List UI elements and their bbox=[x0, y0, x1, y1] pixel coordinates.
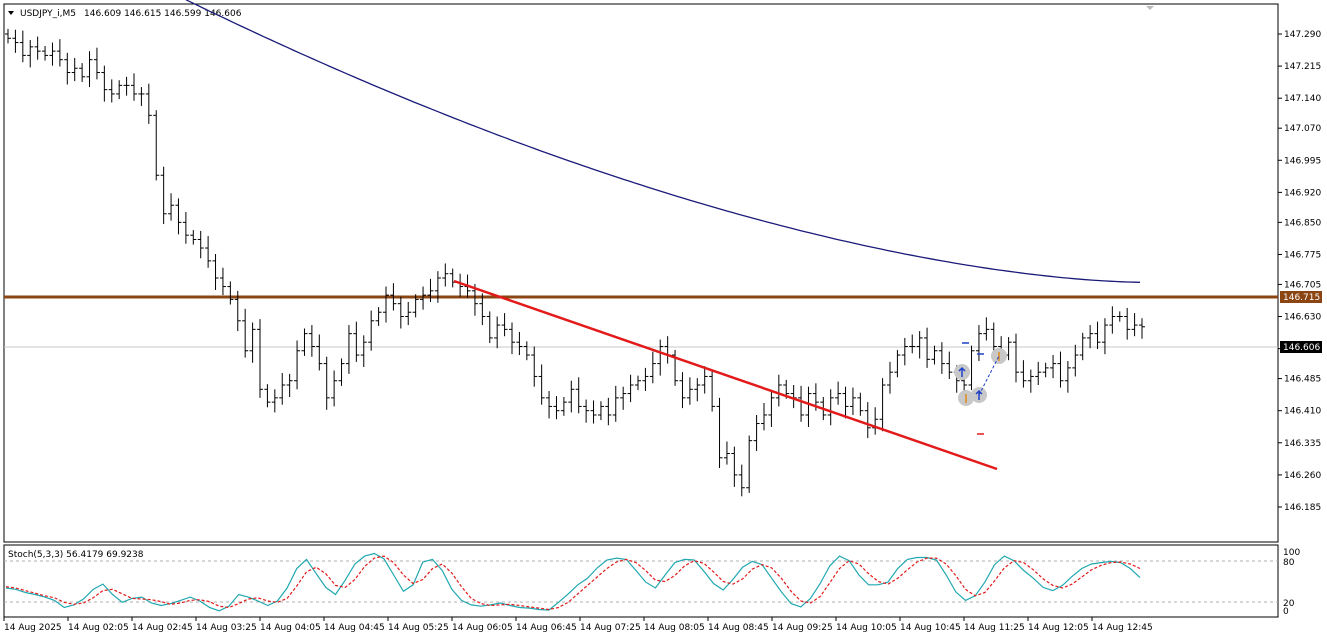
ohlc-label: 146.609 146.615 146.599 146.606 bbox=[84, 9, 242, 19]
time-tick-label: 14 Aug 12:05 bbox=[1028, 623, 1089, 633]
time-tick-label: 14 Aug 10:45 bbox=[900, 623, 961, 633]
price-tick-label: 146.630 bbox=[1284, 313, 1321, 323]
stoch-main-line bbox=[5, 552, 1141, 612]
stoch-panel-frame bbox=[3, 544, 1279, 618]
time-tick-label: 14 Aug 05:25 bbox=[388, 623, 449, 633]
price-tick-label: 147.215 bbox=[1284, 62, 1321, 72]
time-tick-label: 14 Aug 11:25 bbox=[964, 623, 1025, 633]
time-tick-label: 14 Aug 02:05 bbox=[68, 623, 129, 633]
last-price-tag bbox=[1280, 341, 1322, 353]
time-tick-label: 14 Aug 08:45 bbox=[708, 623, 769, 633]
stoch-lines bbox=[5, 552, 1141, 612]
trade-link-line bbox=[978, 355, 1000, 396]
time-tick-label: 14 Aug 06:05 bbox=[452, 623, 513, 633]
last-price-label: 146.606 bbox=[1283, 343, 1320, 353]
time-tick-label: 14 Aug 09:25 bbox=[772, 623, 833, 633]
price-tick-label: 147.140 bbox=[1284, 94, 1321, 104]
moving-average-line bbox=[185, 0, 1141, 283]
buy-arrow-icon bbox=[958, 366, 966, 377]
price-axis: 147.290 147.215 147.140 147.070 146.995 146.9… bbox=[1278, 30, 1321, 513]
time-tick-label: 14 Aug 07:25 bbox=[580, 623, 641, 633]
time-tick-label: 14 Aug 2025 bbox=[4, 623, 62, 633]
moving-average bbox=[185, 0, 1141, 283]
level-price-label: 146.715 bbox=[1283, 293, 1320, 303]
price-tick-label: 147.290 bbox=[1284, 30, 1321, 40]
stoch-axis-100: 100 bbox=[1283, 548, 1300, 558]
price-tick-label: 146.185 bbox=[1284, 503, 1321, 513]
price-tick-label: 146.705 bbox=[1284, 280, 1321, 290]
level-price-tag bbox=[1280, 291, 1322, 303]
price-tick-label: 146.410 bbox=[1284, 407, 1321, 417]
time-tick-label: 14 Aug 12:45 bbox=[1092, 623, 1153, 633]
stoch-axis-20: 20 bbox=[1283, 599, 1295, 609]
symbol-dropdown-icon[interactable] bbox=[8, 11, 14, 15]
time-tick-label: 14 Aug 02:45 bbox=[132, 623, 193, 633]
price-tick-label: 146.485 bbox=[1284, 375, 1321, 385]
time-tick-label: 14 Aug 03:25 bbox=[196, 623, 257, 633]
stoch-axis-0: 0 bbox=[1283, 607, 1289, 617]
price-tick-label: 146.920 bbox=[1284, 188, 1321, 198]
time-tick-label: 14 Aug 06:45 bbox=[516, 623, 577, 633]
chart-scroll-marker-icon bbox=[1146, 6, 1154, 10]
time-axis: 14 Aug 2025 14 Aug 02:05 14 Aug 02:45 14 Au… bbox=[3, 617, 1153, 633]
time-tick-label: 14 Aug 04:05 bbox=[260, 623, 321, 633]
stoch-title: Stoch(5,3,3) 56.4179 69.9238 bbox=[8, 550, 144, 560]
main-chart-frame bbox=[3, 3, 1279, 543]
price-bars bbox=[5, 28, 1145, 497]
stoch-signal-line bbox=[5, 555, 1141, 611]
price-tick-label: 146.775 bbox=[1284, 250, 1321, 260]
symbol-label: USDJPY_i,M5 bbox=[20, 9, 76, 19]
price-tick-label: 146.850 bbox=[1284, 218, 1321, 228]
time-tick-label: 14 Aug 10:05 bbox=[836, 623, 897, 633]
stoch-axis-80: 80 bbox=[1283, 558, 1295, 568]
price-tick-label: 146.260 bbox=[1284, 471, 1321, 481]
price-tick-label: 146.335 bbox=[1284, 439, 1321, 449]
time-tick-label: 14 Aug 08:05 bbox=[644, 623, 705, 633]
trade-markers bbox=[954, 342, 1007, 435]
time-tick-label: 14 Aug 04:45 bbox=[324, 623, 385, 633]
price-tick-label: 147.070 bbox=[1284, 124, 1321, 134]
trendline[interactable] bbox=[453, 279, 998, 471]
buy-arrow-icon bbox=[975, 389, 983, 400]
price-tick-label: 146.995 bbox=[1284, 156, 1321, 166]
